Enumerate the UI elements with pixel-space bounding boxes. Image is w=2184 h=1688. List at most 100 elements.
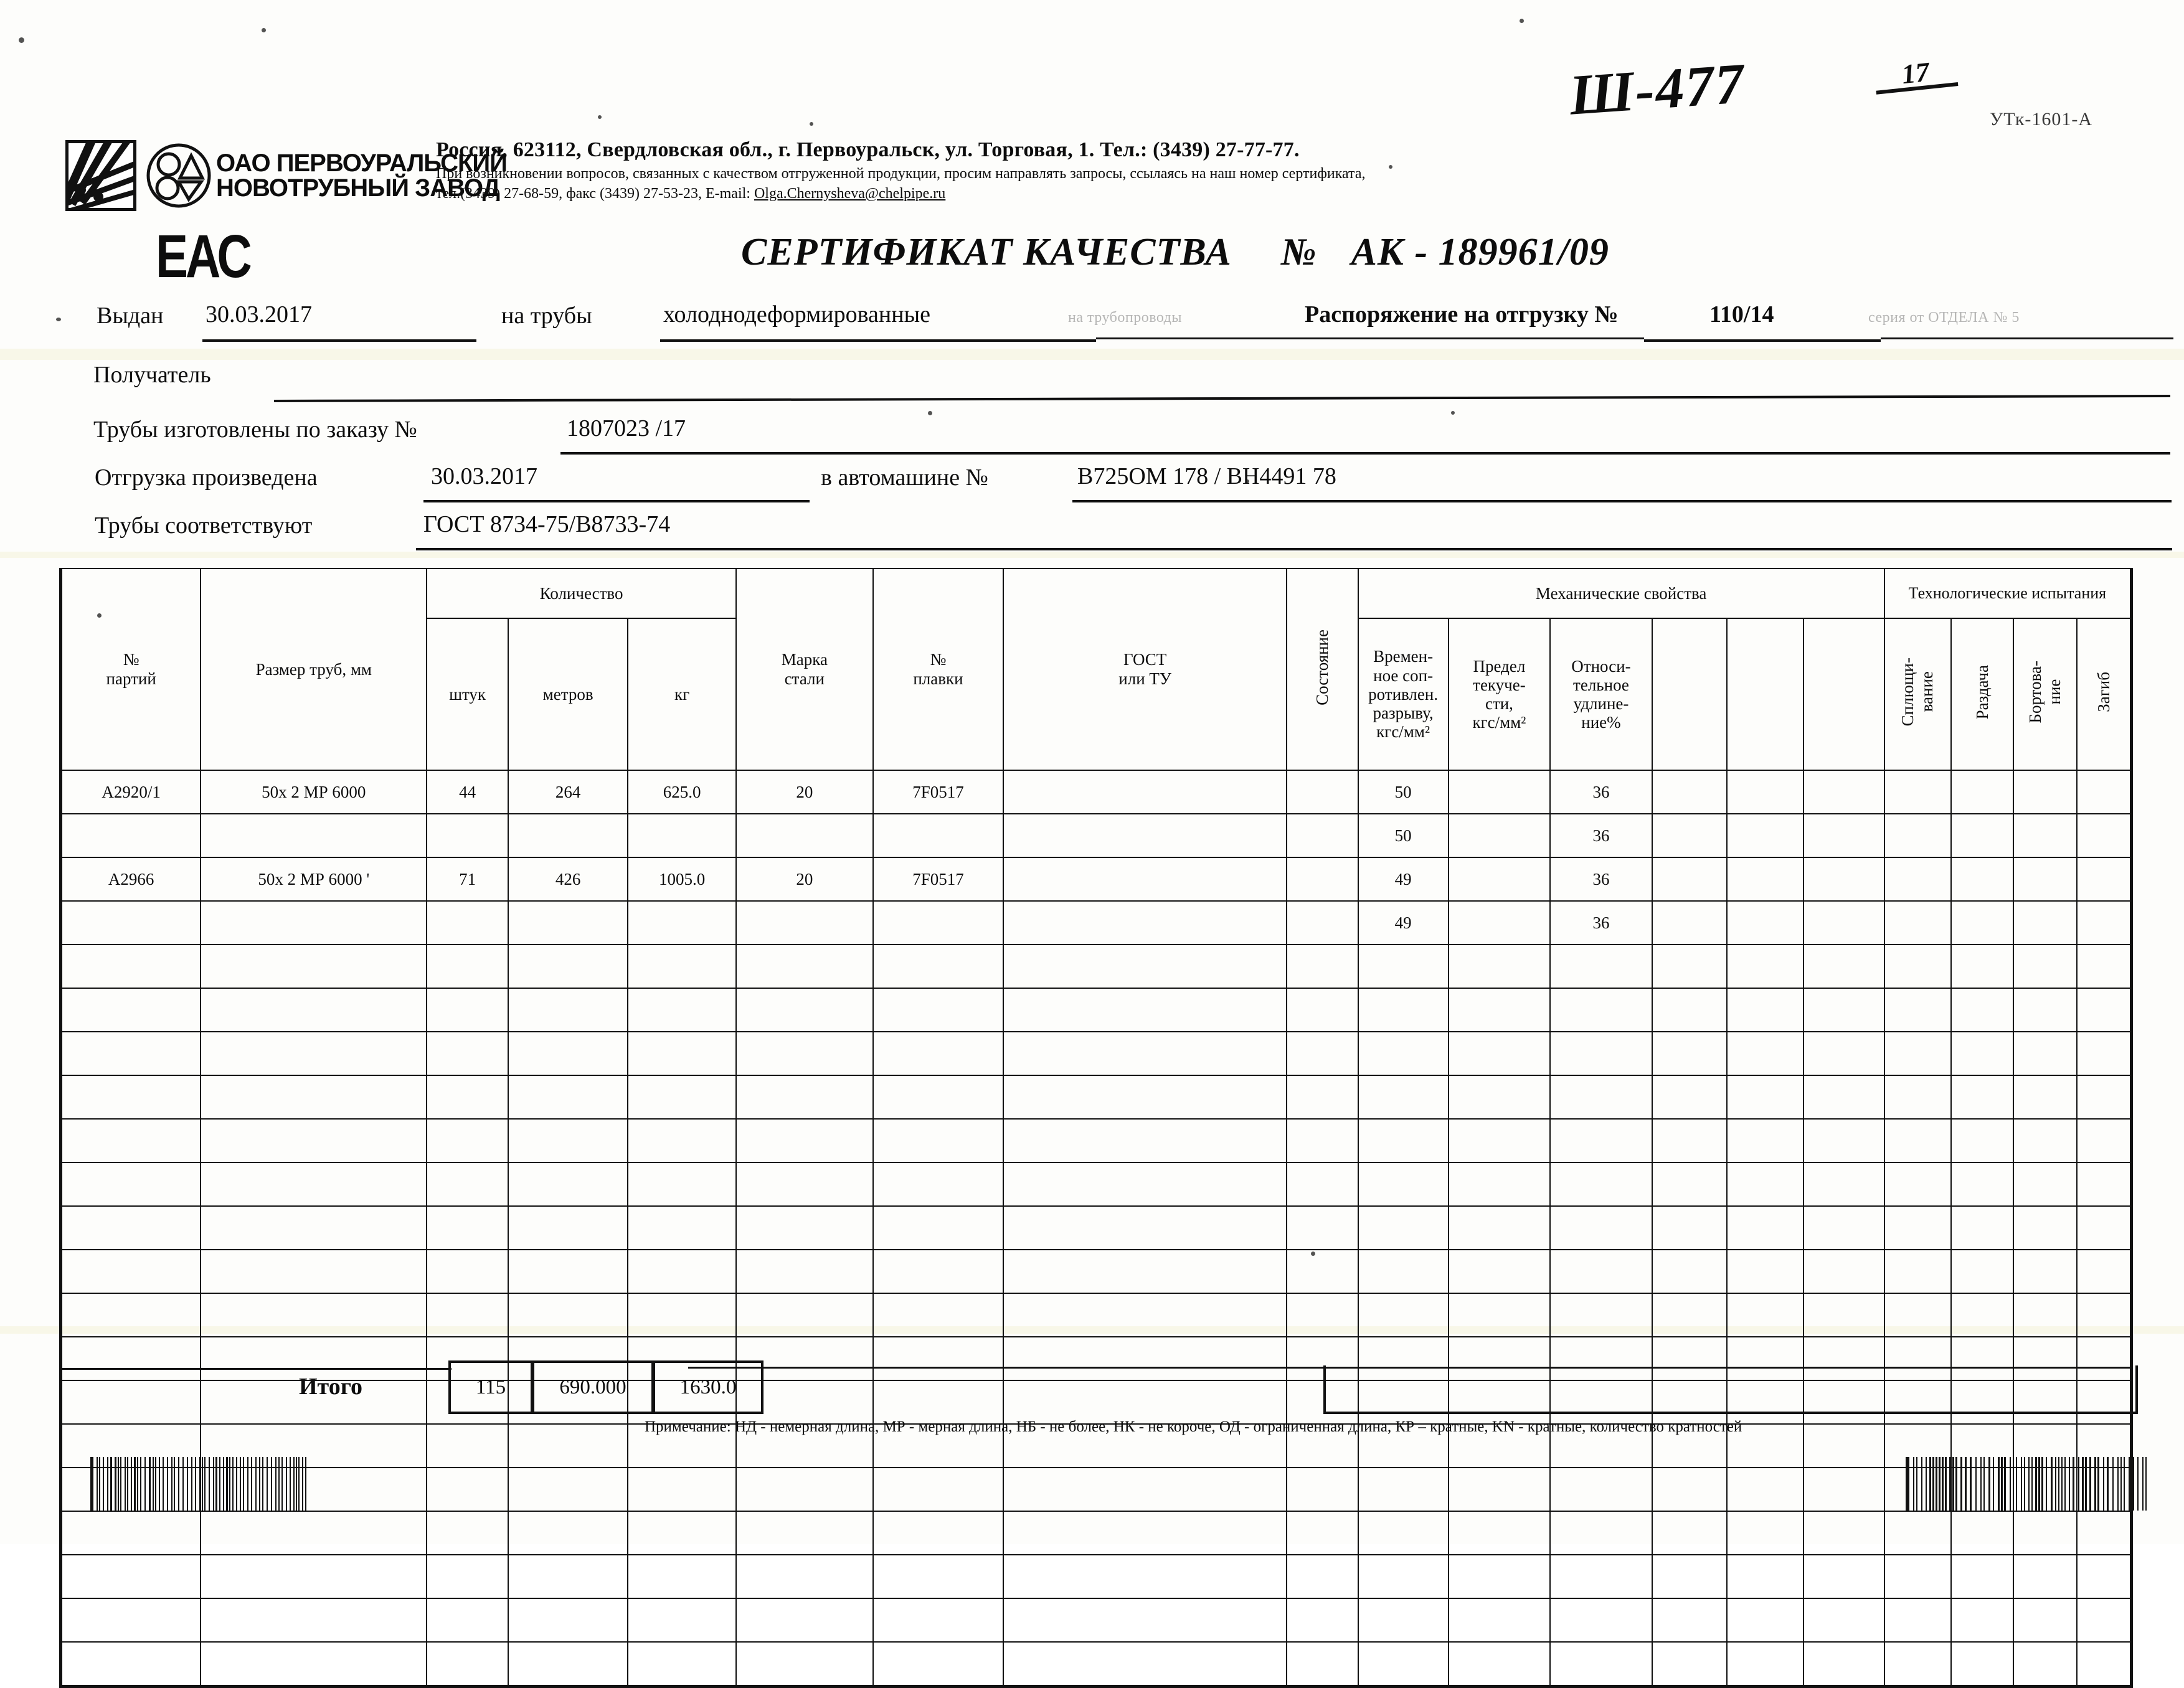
cell-flanging (2013, 1554, 2078, 1599)
cell-blank1 (1651, 1554, 1728, 1599)
cell-expansion (1950, 857, 2015, 902)
pipes-value[interactable]: холоднодеформированные (663, 301, 930, 328)
table-empty-row (59, 1031, 2134, 1076)
cell-elongation (1549, 1249, 1653, 1294)
cell-flattening (1883, 1031, 1952, 1076)
standard-label: Трубы соответствуют (95, 512, 313, 539)
cell-flattening (1883, 1554, 1952, 1599)
cell-pieces (426, 1554, 509, 1599)
cell-flanging (2013, 1467, 2078, 1512)
issued-value[interactable]: 30.03.2017 (206, 301, 312, 328)
th-expansion-label: Раздача (1972, 664, 1992, 720)
cell-flattening (1883, 1380, 1952, 1425)
faint-text-mid: на трубопроводы (1068, 309, 1183, 326)
cell-kg (627, 1205, 737, 1250)
cell-meters (508, 1162, 629, 1207)
cell-elongation (1549, 1641, 1653, 1688)
cell-state (1286, 900, 1359, 945)
cell-yield (1447, 944, 1551, 989)
cell-expansion (1950, 1205, 2015, 1250)
cell-tensile (1357, 1641, 1449, 1688)
cell-yield (1447, 857, 1551, 902)
cell-yield (1447, 1336, 1551, 1381)
cell-expansion (1950, 1249, 2015, 1294)
cell-tensile (1357, 1467, 1449, 1512)
company-email-link[interactable]: Olga.Chernysheva@chelpipe.ru (754, 186, 946, 202)
cell-gost (1003, 813, 1288, 858)
table-body: А2920/1 50х 2 МР 6000 44 264 625.0 20 7F0517 50… (59, 770, 2134, 1688)
cell-expansion (1950, 1380, 2015, 1425)
th-grade: Марка стали (735, 568, 874, 771)
cell-blank3 (1802, 1118, 1885, 1163)
cell-elongation (1549, 1075, 1653, 1120)
cell-tensile: 50 (1357, 813, 1449, 858)
shipment-value[interactable]: 30.03.2017 (431, 463, 537, 489)
cell-blank1 (1651, 1075, 1728, 1120)
cell-bending (2076, 988, 2134, 1032)
cell-flattening (1883, 944, 1952, 989)
cell-gost (1003, 857, 1288, 902)
cell-kg (627, 1293, 737, 1337)
cell-gost (1003, 1293, 1288, 1337)
cell-grade (735, 1205, 874, 1250)
factory-emblem-icon (65, 140, 136, 211)
th-state-label: Состояние (1312, 629, 1331, 705)
cell-blank1 (1651, 1162, 1728, 1207)
cell-state (1286, 1380, 1359, 1425)
cell-heat (872, 1162, 1005, 1207)
cell-size (200, 1293, 428, 1337)
cell-heat: 7F0517 (872, 857, 1005, 902)
cell-kg (627, 1598, 737, 1643)
cell-tensile (1357, 1031, 1449, 1076)
cell-heat (872, 1467, 1005, 1512)
standard-value[interactable]: ГОСТ 8734-75/В8733-74 (423, 511, 671, 537)
cell-elongation (1549, 1293, 1653, 1337)
cell-elongation (1549, 1380, 1653, 1425)
cell-pieces: 44 (426, 770, 509, 814)
cell-tensile (1357, 1336, 1449, 1381)
vehicle-label: в автомашине № (821, 464, 988, 491)
vehicle-value[interactable]: В725ОМ 178 / ВН4491 78 (1077, 463, 1336, 489)
table-empty-row (59, 1380, 2134, 1425)
th-elongation: Относи- тельное удлине- ние% (1549, 618, 1653, 771)
cell-tensile: 49 (1357, 900, 1449, 945)
cell-blank1 (1651, 1118, 1728, 1163)
cell-heat (872, 1641, 1005, 1688)
order-underline (560, 452, 2170, 455)
cell-grade (735, 1031, 874, 1076)
totals-label: Итого (299, 1374, 363, 1400)
cell-kg (627, 1075, 737, 1120)
order-value[interactable]: 1807023 /17 (567, 415, 686, 441)
cell-kg (627, 1031, 737, 1076)
th-flanging-label: Бортова- ние (2026, 661, 2064, 724)
cell-flanging (2013, 944, 2078, 989)
cell-heat (872, 1205, 1005, 1250)
cell-gost (1003, 1205, 1288, 1250)
cell-yield (1447, 1641, 1551, 1688)
company-contact-block: Россия, 623112, Свердловская обл., г. Пе… (436, 138, 1681, 202)
cell-pieces (426, 1205, 509, 1250)
vehicle-underline (1072, 500, 2172, 502)
cell-heat (872, 1293, 1005, 1337)
cell-blank2 (1726, 944, 1804, 989)
cell-flanging (2013, 1293, 2078, 1337)
cell-grade (735, 1554, 874, 1599)
th-blank-3 (1802, 618, 1885, 771)
cell-state (1286, 1554, 1359, 1599)
company-notice: При возникновении вопросов, связанных с … (436, 166, 1366, 182)
th-size: Размер труб, мм (200, 568, 428, 771)
cell-gost (1003, 1336, 1288, 1381)
shipping-order-value[interactable]: 110/14 (1709, 301, 1774, 328)
cell-pieces (426, 1511, 509, 1555)
table-empty-row (59, 944, 2134, 989)
cell-blank1 (1651, 1511, 1728, 1555)
cell-flanging (2013, 1336, 2078, 1381)
cell-expansion (1950, 988, 2015, 1032)
cell-expansion (1950, 813, 2015, 858)
cell-state (1286, 1162, 1359, 1207)
cell-grade (735, 1467, 874, 1512)
cell-gost (1003, 1075, 1288, 1120)
cell-party (59, 1554, 202, 1599)
cell-bending (2076, 1162, 2134, 1207)
cell-blank2 (1726, 1293, 1804, 1337)
